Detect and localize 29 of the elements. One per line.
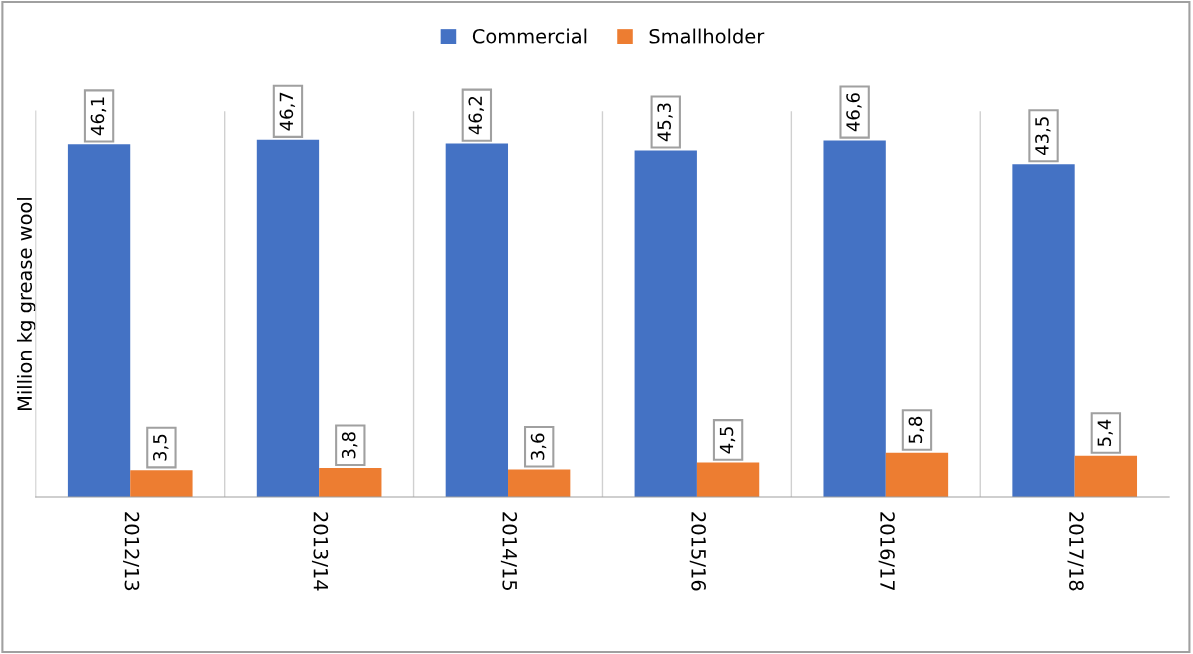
bar <box>130 470 193 498</box>
data-label: 46,6 <box>846 93 862 132</box>
data-label: 3,8 <box>341 432 358 459</box>
bar <box>634 150 697 498</box>
data-label: 46,7 <box>279 92 296 131</box>
bar <box>1074 455 1138 498</box>
bar <box>445 143 509 498</box>
x-tick-label: 2012/13 <box>123 512 140 591</box>
x-tick-label: 2016/17 <box>878 512 895 591</box>
data-label: 43,5 <box>1035 117 1051 156</box>
bar <box>1012 164 1075 498</box>
data-label: 46,2 <box>468 96 484 135</box>
legend-label: Smallholder <box>649 28 765 44</box>
bar <box>319 467 382 498</box>
data-label: 5,4 <box>1097 419 1113 446</box>
bar <box>508 469 571 498</box>
data-label: 3,5 <box>152 434 169 461</box>
legend-label: Commercial <box>472 28 587 44</box>
data-label: 45,3 <box>657 103 673 142</box>
data-label: 5,8 <box>908 416 925 443</box>
y-axis-title: Million kg grease wool <box>16 198 36 411</box>
x-tick-label: 2017/18 <box>1067 512 1084 591</box>
x-tick-label: 2015/16 <box>689 512 706 591</box>
bar <box>823 140 886 498</box>
x-tick-label: 2014/15 <box>500 512 518 591</box>
data-label: 4,5 <box>719 427 736 454</box>
x-tick-label: 2013/14 <box>311 512 329 591</box>
data-label: 3,6 <box>530 433 547 460</box>
data-label: 46,1 <box>90 97 107 136</box>
